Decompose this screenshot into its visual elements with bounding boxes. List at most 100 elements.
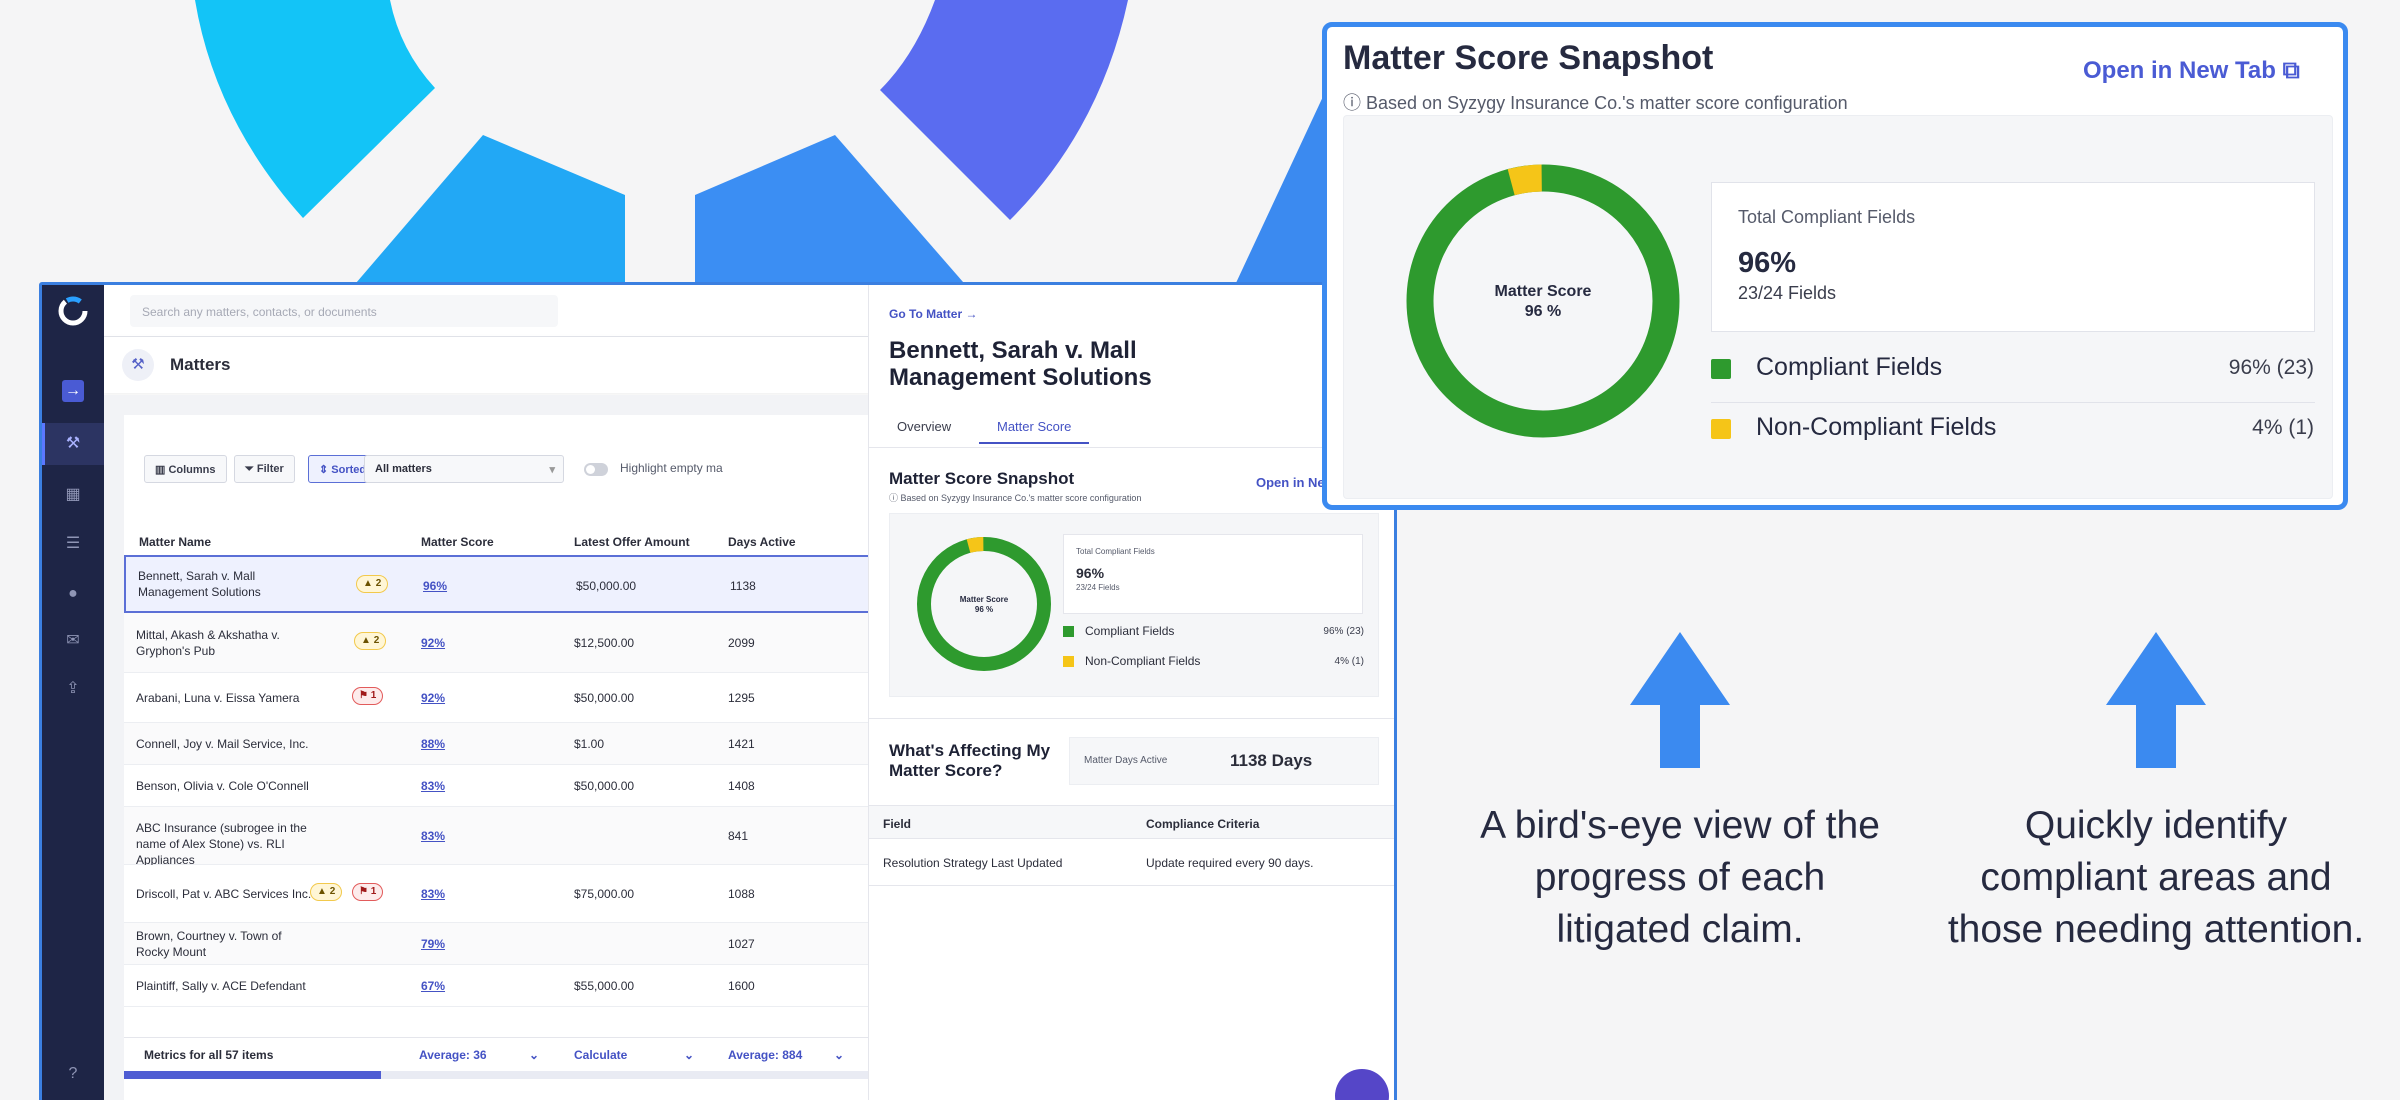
calendar-icon[interactable]: ▦: [65, 486, 81, 503]
mini-legend-non-compliant: Non-Compliant Fields: [1085, 654, 1201, 668]
tab-matter-score[interactable]: Matter Score: [979, 419, 1090, 444]
mini-donut-compliant: [917, 537, 1051, 671]
matter-name[interactable]: ABC Insurance (subrogee in the name of A…: [136, 821, 307, 867]
matter-name[interactable]: Brown, Courtney v. Town of Rocky Mount: [136, 929, 282, 959]
matter-name[interactable]: Arabani, Luna v. Eissa Yamera: [136, 691, 300, 705]
filter-label: Filter: [256, 463, 284, 475]
criteria-field: Resolution Strategy Last Updated: [883, 856, 1063, 870]
mini-donut-non-compliant: [917, 537, 1051, 671]
warning-count: 2: [375, 578, 382, 589]
donut-center-value: 96 %: [1525, 303, 1561, 320]
avg-days-select[interactable]: Average: 884: [728, 1048, 803, 1062]
matter-name[interactable]: Bennett, Sarah v. Mall Management Soluti…: [138, 569, 261, 599]
messages-icon[interactable]: ✉: [66, 632, 80, 649]
gavel-icon[interactable]: ⚒: [65, 435, 81, 452]
highlight-empty-toggle[interactable]: [584, 463, 608, 476]
arrow-right-icon: →: [965, 307, 978, 321]
table-row[interactable]: Bennett, Sarah v. Mall Management Soluti…: [124, 555, 904, 613]
flag-count: 1: [370, 886, 377, 897]
go-to-matter-link[interactable]: Go To Matter →: [889, 307, 977, 321]
matters-panel: ▥ Columns ⏷ Filter ⇕ Sorted by Matter Sc…: [124, 415, 904, 1100]
latest-offer: $50,000.00: [574, 779, 635, 793]
mini-legend-non-compliant-value: 4% (1): [1334, 656, 1364, 667]
latest-offer: $75,000.00: [574, 887, 635, 901]
col-header-days[interactable]: Days Active: [728, 535, 796, 549]
mini-donut-value: 96 %: [975, 605, 993, 614]
scope-label: All matters: [375, 463, 432, 475]
table-row[interactable]: Plaintiff, Sally v. ACE Defendant 67% $55,…: [124, 965, 904, 1007]
matter-name[interactable]: Mittal, Akash & Akshatha v. Gryphon's Pu…: [136, 628, 280, 658]
days-active-box: Matter Days Active 1138 Days: [1069, 737, 1379, 785]
matter-score-link[interactable]: 67%: [421, 979, 446, 993]
donut-non-compliant-segment: [1406, 164, 1680, 438]
global-search-input[interactable]: Search any matters, contacts, or documen…: [130, 295, 558, 327]
matter-score-link[interactable]: 92%: [421, 691, 446, 705]
avg-score-select[interactable]: Average: 36: [419, 1048, 487, 1062]
columns-label: Columns: [168, 464, 216, 476]
matters-scope-select[interactable]: All matters ▾: [364, 455, 564, 483]
matter-score-link[interactable]: 96%: [423, 579, 448, 593]
open-in-new-tab-link[interactable]: Open in Ne: [1256, 475, 1325, 490]
days-active-label: Matter Days Active: [1084, 755, 1168, 766]
section-divider: [869, 718, 1394, 719]
matter-score-link[interactable]: 83%: [421, 779, 446, 793]
legend-non-compliant-swatch: [1711, 419, 1731, 439]
filter-button[interactable]: ⏷ Filter: [234, 455, 295, 483]
table-row[interactable]: Driscoll, Pat v. ABC Services Inc. ▲ 2 ⚑ 1…: [124, 865, 904, 923]
col-header-offer[interactable]: Latest Offer Amount: [574, 535, 690, 549]
open-in-new-tab-link[interactable]: Open in New Tab ⧉: [2083, 57, 2300, 85]
matter-score-link[interactable]: 79%: [421, 937, 446, 951]
mini-donut-chart: Matter Score 96 %: [917, 537, 1051, 671]
legend-compliant-value: 96% (23): [2228, 356, 2314, 379]
days-active: 1295: [728, 691, 755, 705]
table-row[interactable]: Benson, Olivia v. Cole O'Connell 83% $50,0…: [124, 765, 904, 807]
columns-button[interactable]: ▥ Columns: [144, 455, 227, 483]
help-icon[interactable]: ?: [68, 1065, 78, 1082]
scrollbar-thumb[interactable]: [124, 1071, 382, 1079]
matter-score-link[interactable]: 83%: [421, 887, 446, 901]
metrics-label: Metrics for all 57 items: [144, 1048, 274, 1062]
flag-icon: ⚑: [359, 690, 371, 701]
chevron-down-icon[interactable]: ⌄: [684, 1048, 695, 1062]
table-row[interactable]: Connell, Joy v. Mail Service, Inc. 88% $1.…: [124, 723, 904, 765]
tasks-list-icon[interactable]: ☰: [65, 535, 81, 552]
page-title: Matters: [170, 355, 231, 374]
mini-legend-compliant-value: 96% (23): [1323, 626, 1364, 637]
matter-score-link[interactable]: 92%: [421, 636, 446, 650]
chat-button[interactable]: [1335, 1069, 1389, 1100]
table-row[interactable]: ABC Insurance (subrogee in the name of A…: [124, 807, 904, 867]
table-row[interactable]: Mittal, Akash & Akshatha v. Gryphon's Pu…: [124, 613, 904, 673]
compliant-swatch: [1063, 626, 1074, 637]
chevron-down-icon[interactable]: ⌄: [529, 1048, 540, 1062]
legend-non-compliant-label: Non-Compliant Fields: [1756, 413, 1997, 441]
warning-icon: ▲: [317, 886, 330, 897]
contacts-icon[interactable]: ●: [68, 585, 78, 602]
total-compliant-box: Total Compliant Fields 96% 23/24 Fields: [1711, 182, 2315, 332]
sidebar-active-highlight: [42, 423, 104, 465]
highlight-empty-label: Highlight empty ma: [620, 461, 723, 475]
tab-overview[interactable]: Overview: [897, 419, 952, 434]
table-row[interactable]: Arabani, Luna v. Eissa Yamera ⚑ 1 92% $50,0…: [124, 673, 904, 723]
matter-name[interactable]: Benson, Olivia v. Cole O'Connell: [136, 779, 309, 793]
days-active: 1088: [728, 887, 755, 901]
table-row[interactable]: Brown, Courtney v. Town of Rocky Mount 79…: [124, 923, 904, 965]
export-icon[interactable]: ⇪: [66, 680, 80, 697]
chevron-down-icon[interactable]: ⌄: [834, 1048, 845, 1062]
matter-name[interactable]: Plaintiff, Sally v. ACE Defendant: [136, 979, 306, 993]
matter-score-link[interactable]: 88%: [421, 737, 446, 751]
filter-icon: ⏷: [245, 463, 257, 475]
snapshot-subtitle: ⓘ Based on Syzygy Insurance Co.'s matter…: [889, 491, 1141, 504]
offer-calc-select[interactable]: Calculate: [574, 1048, 628, 1062]
matter-score-link[interactable]: 83%: [421, 829, 446, 843]
col-header-name[interactable]: Matter Name: [139, 535, 212, 549]
matter-name[interactable]: Connell, Joy v. Mail Service, Inc.: [136, 737, 309, 751]
warning-icon: ▲: [361, 635, 374, 646]
horizontal-scrollbar[interactable]: [124, 1071, 904, 1079]
total-compliant-label: Total Compliant Fields: [1738, 207, 1916, 227]
expand-arrow-icon[interactable]: →: [62, 380, 84, 402]
affecting-title: What's Affecting My Matter Score?: [889, 741, 1051, 780]
matter-name[interactable]: Driscoll, Pat v. ABC Services Inc.: [136, 887, 312, 901]
col-header-score[interactable]: Matter Score: [421, 535, 494, 549]
legend-non-compliant-value: 4% (1): [2252, 416, 2314, 439]
mini-legend-compliant: Compliant Fields: [1085, 624, 1175, 638]
